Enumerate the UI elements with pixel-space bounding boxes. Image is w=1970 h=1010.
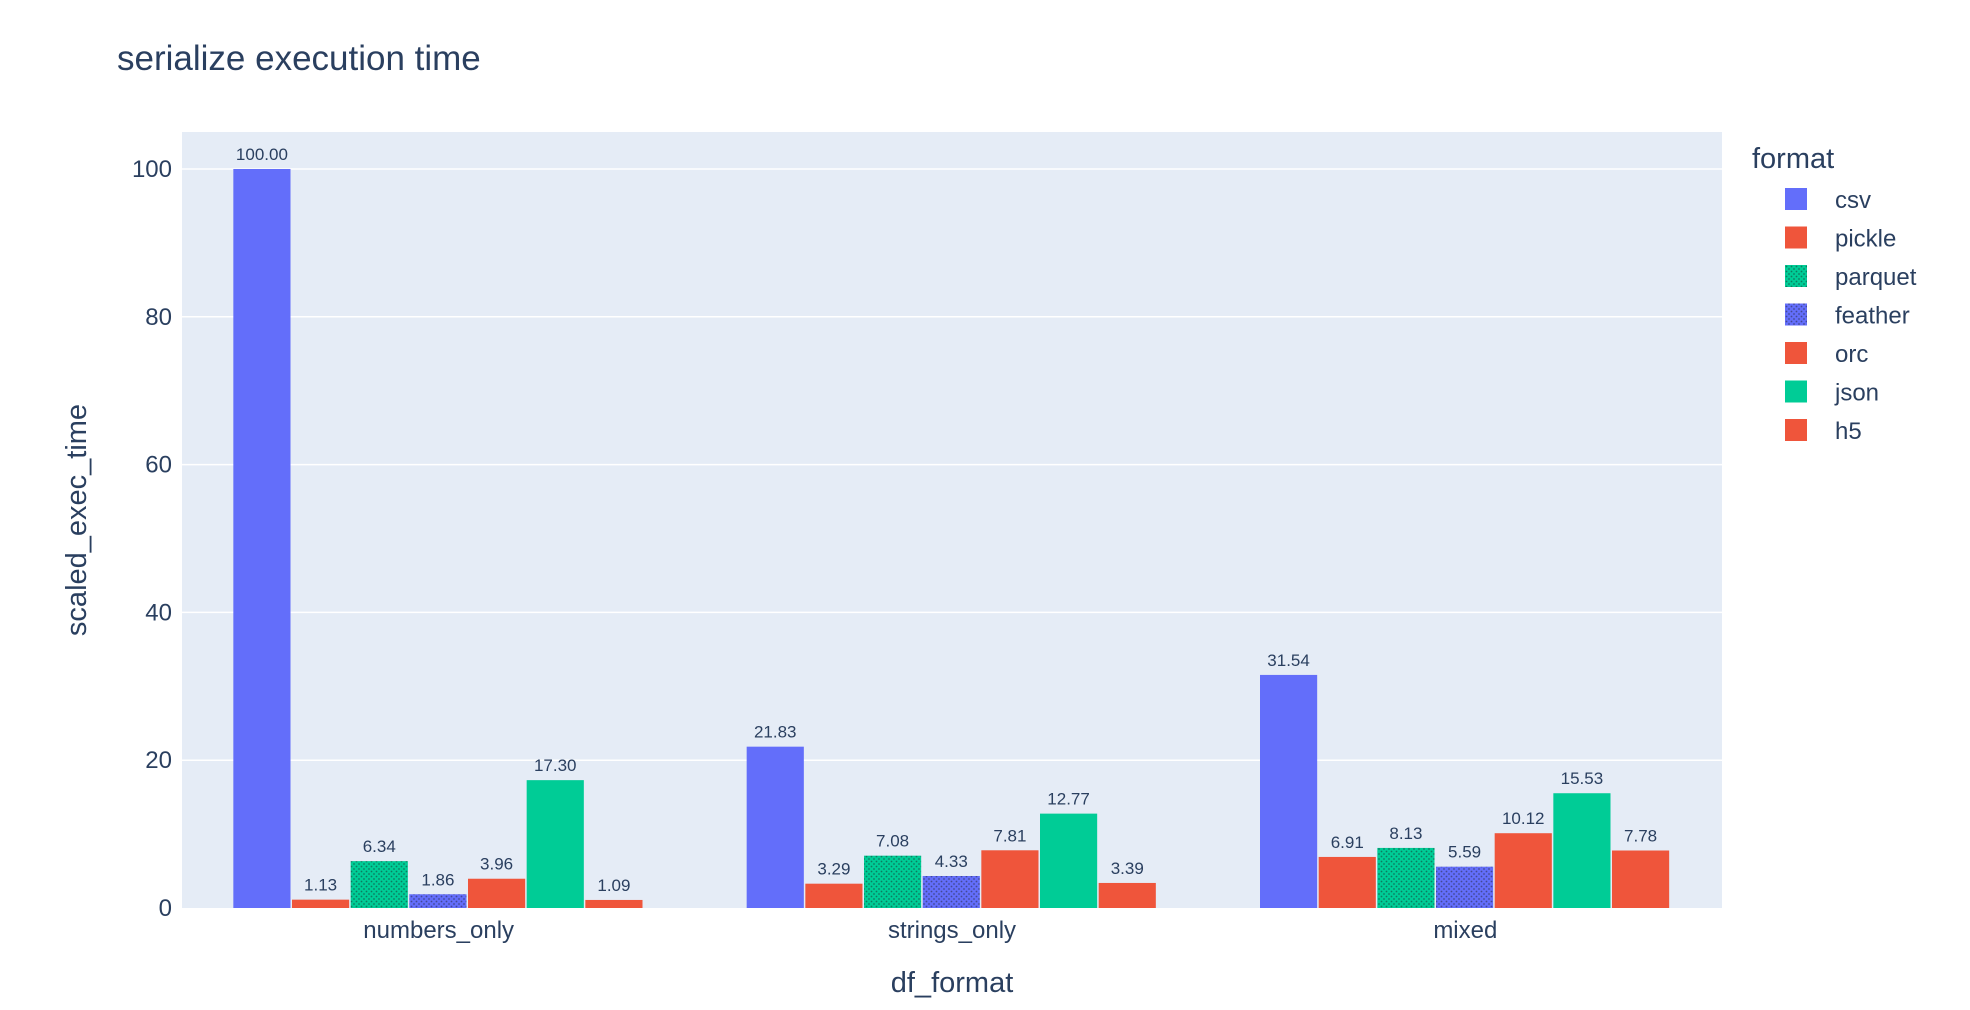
x-tick-label: mixed [1433,917,1497,944]
legend-swatch [1785,265,1807,287]
data-label-parquet-mixed: 8.13 [1389,824,1422,843]
legend-swatch [1785,419,1807,441]
x-tick-label: numbers_only [363,917,514,944]
bar-json-strings_only[interactable] [1040,813,1098,908]
legend-item-pickle[interactable]: pickle [1785,226,1896,253]
legend-item-json[interactable]: json [1785,380,1879,407]
data-label-parquet-numbers_only: 6.34 [363,837,396,856]
data-label-h5-strings_only: 3.39 [1111,859,1144,878]
y-tick-label: 40 [145,599,172,626]
bar-parquet-strings_only[interactable] [864,855,922,908]
legend-swatch [1785,226,1807,249]
legend-item-feather[interactable]: feather [1785,303,1910,330]
legend-item-csv[interactable]: csv [1785,187,1871,214]
data-label-csv-mixed: 31.54 [1267,651,1310,670]
bar-json-numbers_only[interactable] [526,780,584,908]
legend-label: feather [1835,303,1910,330]
x-axis-ticks: numbers_only strings_only mixed [363,917,1497,944]
y-tick-label: 80 [145,304,172,331]
legend-swatch [1785,342,1807,364]
data-label-orc-strings_only: 7.81 [993,826,1026,845]
bar-feather-numbers_only[interactable] [409,894,467,908]
plot-background [182,132,1722,908]
legend-item-orc[interactable]: orc [1785,341,1868,368]
legend-label: h5 [1835,418,1862,445]
legend-label: csv [1835,187,1871,214]
data-label-h5-numbers_only: 1.09 [597,876,630,895]
legend-label: pickle [1835,226,1896,253]
y-tick-label: 20 [145,747,172,774]
data-labels: 100.00 1.13 6.34 1.86 3.96 17.30 1.09 21.83 3.29… [236,145,1657,895]
bar-csv-numbers_only[interactable] [233,169,291,908]
data-label-orc-numbers_only: 3.96 [480,855,513,874]
bar-csv-strings_only[interactable] [746,746,804,908]
data-label-pickle-mixed: 6.91 [1331,833,1364,852]
chart-title: serialize execution time [117,39,481,78]
legend[interactable]: csv pickle parquet feather orc json h5 [1785,187,1917,445]
bars [233,169,1670,908]
bar-orc-strings_only[interactable] [981,850,1039,908]
x-axis-title: df_format [891,967,1014,999]
data-label-feather-numbers_only: 1.86 [421,870,454,889]
data-label-h5-mixed: 7.78 [1624,827,1657,846]
gridlines [182,168,1722,761]
data-label-pickle-numbers_only: 1.13 [304,876,337,895]
bar-parquet-mixed[interactable] [1377,847,1435,908]
legend-item-h5[interactable]: h5 [1785,418,1862,445]
y-tick-label: 60 [145,452,172,479]
data-label-json-numbers_only: 17.30 [534,756,577,775]
y-tick-label: 100 [132,156,172,183]
legend-label: orc [1835,341,1868,368]
y-axis-title: scaled_exec_time [61,404,93,636]
bar-json-mixed[interactable] [1553,793,1611,908]
bar-feather-mixed[interactable] [1436,866,1494,908]
bar-pickle-strings_only[interactable] [805,883,863,908]
bar-h5-strings_only[interactable] [1098,882,1156,908]
bar-csv-mixed[interactable] [1260,674,1318,908]
y-tick-label: 0 [159,895,172,922]
legend-label: parquet [1835,264,1917,291]
data-label-csv-strings_only: 21.83 [754,723,797,742]
bar-parquet-numbers_only[interactable] [350,861,408,908]
data-label-parquet-strings_only: 7.08 [876,832,909,851]
data-label-json-mixed: 15.53 [1561,769,1604,788]
data-label-json-strings_only: 12.77 [1047,790,1090,809]
x-tick-label: strings_only [888,917,1016,944]
bar-orc-numbers_only[interactable] [468,878,526,908]
y-axis-ticks: 0 20 40 60 80 100 [132,156,172,922]
bar-h5-numbers_only[interactable] [585,899,643,908]
bar-pickle-mixed[interactable] [1318,856,1376,908]
data-label-feather-strings_only: 4.33 [935,852,968,871]
data-label-pickle-strings_only: 3.29 [817,860,850,879]
data-label-csv-numbers_only: 100.00 [236,145,288,164]
legend-swatch [1785,303,1807,326]
legend-title: format [1752,143,1834,175]
data-label-feather-mixed: 5.59 [1448,843,1481,862]
legend-item-parquet[interactable]: parquet [1785,264,1917,291]
legend-swatch [1785,188,1807,210]
bar-orc-mixed[interactable] [1494,833,1552,908]
bar-h5-mixed[interactable] [1612,850,1670,908]
bar-feather-strings_only[interactable] [922,876,980,908]
bar-pickle-numbers_only[interactable] [292,899,350,908]
legend-swatch [1785,380,1807,403]
legend-label: json [1834,380,1879,407]
data-label-orc-mixed: 10.12 [1502,809,1545,828]
